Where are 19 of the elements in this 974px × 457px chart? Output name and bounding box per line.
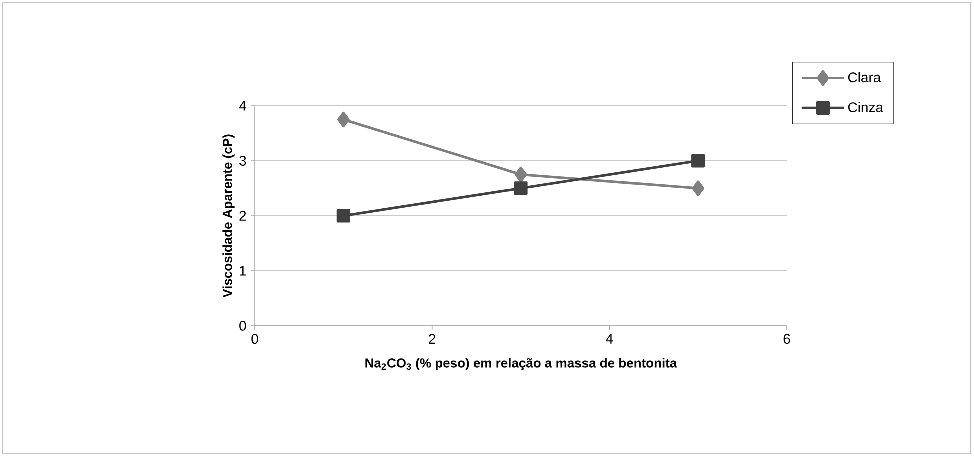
x-tick-label: 0 bbox=[252, 334, 258, 344]
x-tick-label: 2 bbox=[429, 334, 436, 344]
y-tick-label: 0 bbox=[240, 321, 246, 331]
legend-label: Clara bbox=[848, 72, 882, 83]
x-axis-title: Na$_{2}$CO$_{3}$ (% peso) em relação a massa de bentonita bbox=[366, 358, 678, 370]
point bbox=[336, 209, 350, 223]
y-tick-label: 1 bbox=[240, 266, 246, 276]
point bbox=[692, 180, 705, 196]
legend-label: Cinza bbox=[848, 102, 884, 112]
y-axis-title: Viscosidade Aparente (cP) bbox=[222, 134, 235, 298]
x-tick-label: 6 bbox=[784, 334, 790, 344]
point bbox=[514, 182, 528, 196]
x-tick-label: 4 bbox=[606, 334, 614, 344]
point bbox=[692, 154, 706, 168]
y-tick-label: 4 bbox=[239, 101, 246, 111]
point bbox=[338, 112, 350, 128]
y-tick-label: 3 bbox=[240, 156, 246, 166]
y-tick-label: 2 bbox=[240, 211, 246, 221]
point bbox=[514, 166, 528, 183]
